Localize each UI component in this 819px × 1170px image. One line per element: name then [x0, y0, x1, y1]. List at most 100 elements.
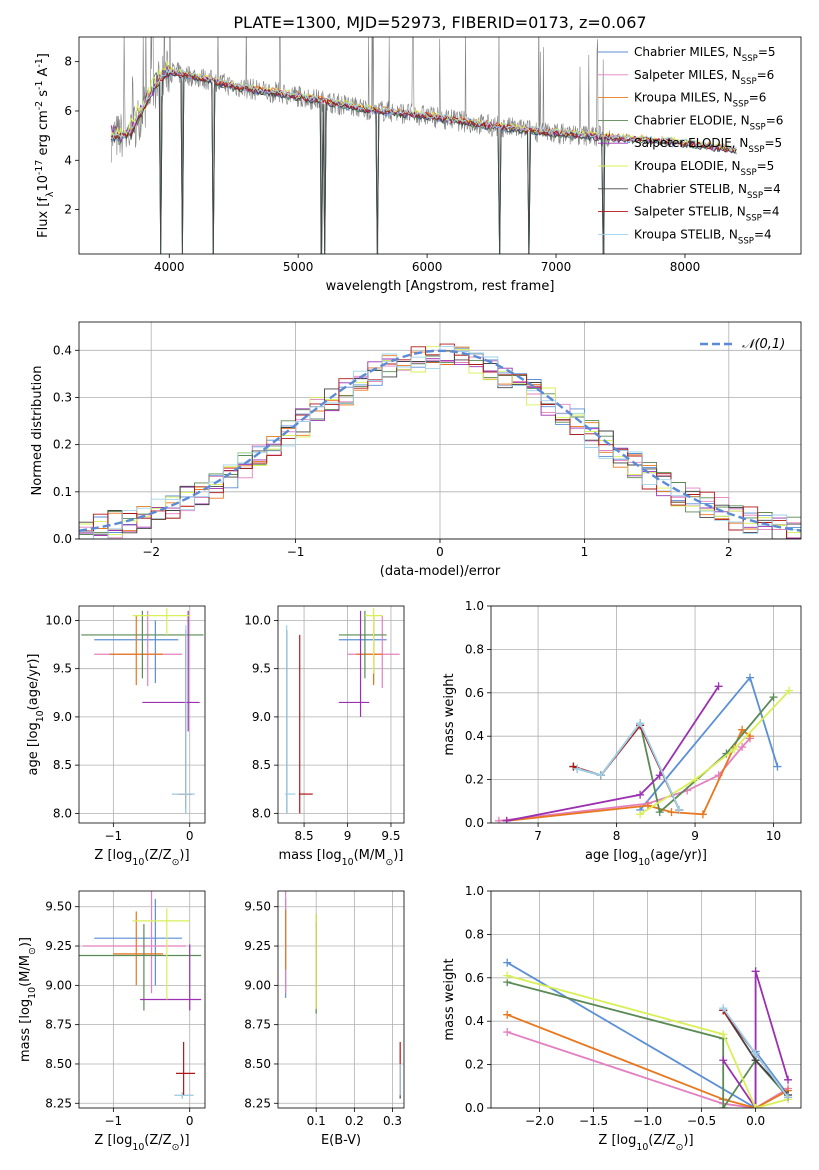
- x-tick-label: −1: [105, 829, 123, 843]
- legend-entry: Salpeter STELIB, NSSP=4: [634, 205, 780, 224]
- weight-marker-salpeter-miles: [503, 1028, 512, 1037]
- x-tick-label: −0.5: [687, 1114, 716, 1128]
- label-fragment: Salpeter MILES, N: [634, 68, 741, 82]
- plot-area: [284, 607, 400, 814]
- x-axis-label: wavelength [Angstrom, rest frame]: [326, 279, 555, 294]
- x-tick-label: 0: [186, 1114, 194, 1128]
- weight-line-kroupa-elodie: [506, 974, 789, 1108]
- label-fragment: Kroupa STELIB, N: [634, 227, 738, 241]
- x-tick-label: 10: [766, 829, 781, 843]
- panel-residuals: −2 −1 0 1 2 0.0 0.1 0.2 0.3 0.4 (data-model)/error…: [30, 321, 802, 579]
- y-tick-label: 1.0: [465, 599, 484, 613]
- y-tick-label: 0.2: [53, 438, 72, 452]
- x-tick-label: 8: [613, 829, 621, 843]
- weight-marker-chabrier-miles: [745, 673, 754, 682]
- observed-spectrum: [110, 37, 611, 254]
- plot-area: [110, 37, 737, 254]
- y-tick-label: 0.1: [53, 485, 72, 499]
- panel-spectrum: 4000 5000 6000 7000 8000 2 4 6 8 wavelength [Angs…: [34, 36, 802, 294]
- y-axis-label: age [log10(age/yr)]: [26, 653, 46, 775]
- weight-marker-salpeter-elodie: [751, 967, 760, 976]
- label-fragment: -1: [34, 58, 45, 67]
- axes-frame: [490, 890, 802, 1109]
- weight-marker-salpeter-elodie: [636, 790, 645, 799]
- weight-marker-kroupa-stelib: [784, 1093, 793, 1102]
- y-tick-label: 9.50: [244, 900, 271, 914]
- label-fragment: )]: [393, 848, 403, 863]
- label-fragment: (M/M: [18, 955, 33, 987]
- x-axis-label: mass [log10(M/M⊙)]: [278, 848, 403, 868]
- y-tick-label: 10.0: [45, 613, 72, 627]
- weight-marker-salpeter-elodie: [502, 816, 511, 823]
- y-tick-label: 8.25: [244, 1096, 271, 1110]
- y-tick-label: 9.0: [252, 710, 271, 724]
- legend-entry: Kroupa STELIB, NSSP=4: [634, 227, 772, 246]
- y-tick-label: 10.0: [244, 613, 271, 627]
- x-axis-label: (data-model)/error: [380, 564, 501, 579]
- x-tick-label: 0: [186, 829, 194, 843]
- weight-marker-kroupa-elodie: [636, 810, 645, 819]
- label-fragment: SSP: [741, 77, 757, 87]
- x-axis-label: Z [log10(Z/Z⊙)]: [598, 1133, 693, 1153]
- x-tick-label: 0: [436, 545, 444, 559]
- x-tick-label: 0.2: [345, 1114, 364, 1128]
- label-fragment: =6: [766, 113, 784, 127]
- weight-line-kroupa-stelib: [577, 721, 681, 811]
- label-fragment: =5: [758, 45, 776, 59]
- x-tick-label: 2: [725, 545, 733, 559]
- y-tick-label: 9.00: [45, 978, 72, 992]
- label-fragment: mass [log: [278, 848, 341, 863]
- y-axis-label: Flux [fλ10-17 erg cm-2 s-1 A-1]: [34, 53, 56, 238]
- gaussian-legend-label: 𝒩(0,1): [742, 337, 785, 352]
- x-tick-label: 1: [581, 545, 589, 559]
- plot-area: [79, 891, 202, 1099]
- label-fragment: )]: [179, 848, 189, 863]
- y-tick-label: 0.6: [465, 686, 484, 700]
- y-tick-label: 6: [64, 104, 72, 118]
- panel-mass-vs-Z: −1 08.258.508.759.009.259.50Z [log10(Z/Z⊙…: [18, 890, 206, 1153]
- y-axis-label: Normed distribution: [30, 366, 45, 496]
- weight-line-chabrier-miles: [639, 675, 779, 811]
- label-fragment: age [log: [26, 722, 41, 775]
- label-fragment: =6: [757, 68, 775, 82]
- weight-marker-kroupa-elodie: [751, 1104, 760, 1108]
- weight-marker-chabrier-elodie: [655, 808, 664, 817]
- axes-frame: [277, 890, 405, 1109]
- x-tick-label: 8.5: [295, 829, 314, 843]
- y-tick-label: 9.25: [45, 939, 72, 953]
- label-fragment: 10: [27, 987, 38, 999]
- label-fragment: (data-model)/error: [380, 564, 501, 579]
- axes-frame: [490, 605, 802, 824]
- label-fragment: =5: [757, 159, 775, 173]
- weight-marker-salpeter-elodie: [784, 1075, 793, 1084]
- y-tick-label: 4: [64, 153, 72, 167]
- y-tick-label: 2: [64, 203, 72, 217]
- label-fragment: ⊙: [172, 857, 180, 868]
- legend-entry: Chabrier STELIB, NSSP=4: [634, 182, 781, 201]
- y-tick-label: 0.4: [465, 1014, 484, 1028]
- weight-marker-salpeter-elodie: [719, 1056, 728, 1065]
- x-axis-label: E(B-V): [321, 1133, 361, 1148]
- weight-marker-chabrier-elodie: [769, 693, 778, 702]
- panel-mass-vs-ebv: 0.1 0.2 0.3 8.25 8.50 8.75 9.00 9.25 9.50 E(B-V): [244, 890, 405, 1148]
- label-fragment: (Z/Z: [144, 848, 171, 863]
- weight-marker-kroupa-elodie: [785, 686, 794, 695]
- x-tick-label: −1.5: [579, 1114, 608, 1128]
- x-tick-label: 8000: [670, 260, 701, 274]
- weight-marker-kroupa-miles: [667, 808, 676, 817]
- axes-frame: [78, 605, 206, 824]
- plot-area: [285, 891, 401, 1099]
- label-fragment: Chabrier MILES, N: [634, 45, 742, 59]
- y-tick-label: 0.4: [53, 343, 72, 357]
- weight-marker-chabrier-elodie: [719, 1104, 728, 1108]
- label-fragment: ]: [36, 53, 51, 58]
- y-tick-label: 0.2: [465, 773, 484, 787]
- histogram-chabrier-elodie: [79, 354, 801, 539]
- y-tick-label: 0.8: [465, 927, 484, 941]
- plot-area: [79, 343, 801, 539]
- label-fragment: SSP: [741, 168, 757, 178]
- label-fragment: erg cm: [36, 110, 51, 159]
- y-tick-label: 0.8: [465, 642, 484, 656]
- y-tick-label: 0.2: [465, 1058, 484, 1072]
